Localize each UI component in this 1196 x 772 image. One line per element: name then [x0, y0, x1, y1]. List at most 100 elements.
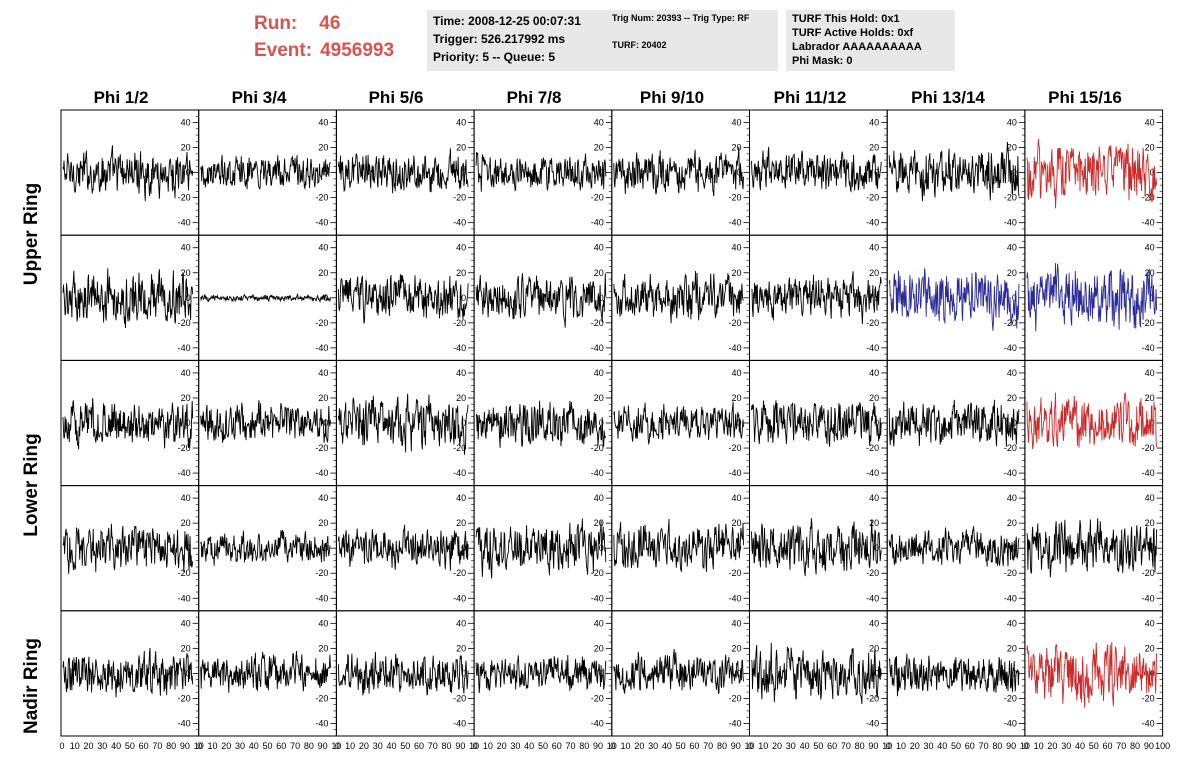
y-tick-label-r1-c3: 40: [594, 243, 604, 253]
time-line: Time: 2008-12-25 00:07:31: [433, 14, 581, 28]
y-tick-label-r2-c5: 20: [869, 393, 879, 403]
waveform-trace-r4-c0: [62, 647, 194, 698]
trigger-line: Trigger: 526.217992 ms: [433, 32, 566, 46]
y-tick-label-r3-c1: -20: [315, 568, 328, 578]
x-tick-label-c7: 20: [1047, 741, 1057, 751]
waveform-trace-r3-c5: [751, 518, 882, 577]
y-tick-label-r3-c3: -40: [591, 593, 604, 603]
y-tick-label-r2-c2: 40: [456, 368, 466, 378]
waveform-trace-r2-c2: [337, 393, 469, 455]
waveform-trace-r0-c4: [613, 146, 744, 197]
y-tick-label-r4-c5: 40: [869, 618, 879, 628]
run-label: Run:: [254, 13, 298, 34]
y-tick-label-r4-c4: 40: [731, 618, 741, 628]
waveform-trace-r0-c0: [62, 145, 194, 202]
turf-info-box: TURF This Hold: 0x1 TURF Active Holds: 0…: [786, 10, 955, 71]
waveform-trace-r1-c7: [1026, 263, 1158, 332]
y-tick-label-r3-c6: -40: [1004, 593, 1017, 603]
x-tick-label-c5: 10: [758, 741, 768, 751]
y-tick-label-r4-c6: 40: [1007, 618, 1017, 628]
y-tick-label-r2-c3: -20: [591, 443, 604, 453]
y-tick-label-r1-c2: 40: [456, 243, 466, 253]
y-tick-label-r4-c6: -20: [1004, 693, 1017, 703]
waveform-trace-r4-c4: [613, 649, 744, 695]
x-tick-label-c1: 70: [290, 741, 300, 751]
y-tick-label-r4-c5: 0: [874, 668, 879, 678]
y-tick-label-r1-c5: 40: [869, 243, 879, 253]
y-tick-label-r0-c2: -40: [453, 218, 466, 228]
labrador-line: Labrador AAAAAAAAAA: [792, 41, 922, 53]
waveform-trace-r2-c1: [200, 400, 331, 444]
y-tick-label-r4-c6: 20: [1007, 643, 1017, 653]
y-tick-label-r4-c6: -40: [1004, 718, 1017, 728]
y-tick-label-r2-c0: -20: [178, 443, 191, 453]
y-tick-label-r3-c7: -40: [1142, 593, 1155, 603]
waveform-trace-r2-c5: [751, 400, 882, 447]
y-tick-label-r0-c2: 20: [456, 143, 466, 153]
y-tick-label-r3-c4: -40: [728, 593, 741, 603]
y-tick-label-r1-c1: 40: [318, 243, 328, 253]
column-header-phi-5-6: Phi 5/6: [368, 88, 424, 107]
waveform-trace-r4-c7: [1026, 642, 1158, 708]
event-row: Event: 4956993: [254, 37, 394, 64]
waveform-trace-r1-c2: [337, 274, 469, 324]
y-tick-label-r2-c2: -20: [453, 443, 466, 453]
x-tick-label-c3: 90: [593, 741, 603, 751]
x-tick-label-c6: 80: [992, 741, 1002, 751]
y-tick-label-r1-c7: 40: [1145, 243, 1155, 253]
y-tick-label-r2-c6: 20: [1007, 393, 1017, 403]
y-tick-label-r1-c3: 20: [594, 268, 604, 278]
x-tick-label-c6: 30: [924, 741, 934, 751]
y-tick-label-r0-c7: -40: [1142, 218, 1155, 228]
x-tick-label-c0: 90: [180, 741, 190, 751]
x-tick-label-c5: 20: [772, 741, 782, 751]
y-tick-label-r1-c1: -40: [315, 343, 328, 353]
waveform-trace-r3-c6: [888, 526, 1020, 567]
y-tick-label-r3-c3: 20: [594, 518, 604, 528]
x-tick-label-c1: 10: [331, 741, 341, 751]
y-tick-label-r4-c3: -20: [591, 693, 604, 703]
y-tick-label-r0-c0: -40: [178, 218, 191, 228]
y-tick-label-r2-c2: -40: [453, 468, 466, 478]
waveform-trace-r0-c6: [888, 141, 1020, 202]
waveform-trace-r3-c0: [62, 523, 194, 574]
y-tick-label-r3-c4: -20: [728, 568, 741, 578]
y-tick-label-r4-c4: 0: [736, 668, 741, 678]
event-value: 4956993: [320, 40, 395, 61]
y-tick-label-r0-c1: -40: [315, 218, 328, 228]
y-tick-label-r2-c1: -20: [315, 443, 328, 453]
y-tick-label-r1-c6: 0: [1012, 293, 1017, 303]
x-tick-label-c4: 30: [648, 741, 658, 751]
y-tick-label-r2-c4: -20: [728, 443, 741, 453]
waveform-trace-r1-c4: [613, 270, 744, 324]
y-tick-label-r1-c2: 0: [461, 293, 466, 303]
x-tick-label-c5: 30: [786, 741, 796, 751]
y-tick-label-r0-c6: 40: [1007, 118, 1017, 128]
y-tick-label-r0-c7: 20: [1145, 143, 1155, 153]
column-header-phi-13-14: Phi 13/14: [911, 88, 985, 107]
y-tick-label-r0-c0: 20: [181, 143, 191, 153]
waveform-trace-r3-c2: [337, 524, 469, 571]
x-tick-label-c2: 0: [335, 741, 340, 751]
y-tick-label-r2-c5: -20: [866, 443, 879, 453]
x-tick-label-c4: 10: [621, 741, 631, 751]
x-tick-label-c7: 100: [1155, 741, 1170, 751]
x-tick-label-c6: 90: [1006, 741, 1016, 751]
x-tick-label-c0: 50: [125, 741, 135, 751]
y-tick-label-r1-c0: -40: [178, 343, 191, 353]
y-tick-label-r0-c5: -40: [866, 218, 879, 228]
y-tick-label-r4-c7: -20: [1142, 693, 1155, 703]
x-tick-label-c7: 10: [1034, 741, 1044, 751]
y-tick-label-r4-c0: -20: [178, 693, 191, 703]
x-tick-label-c4: 40: [662, 741, 672, 751]
y-tick-label-r0-c1: -20: [315, 193, 328, 203]
y-tick-label-r2-c6: 40: [1007, 368, 1017, 378]
y-tick-label-r0-c0: 0: [186, 168, 191, 178]
y-tick-label-r4-c5: 20: [869, 643, 879, 653]
y-tick-label-r1-c2: 20: [456, 268, 466, 278]
x-tick-label-c4: 70: [703, 741, 713, 751]
y-tick-label-r2-c6: -20: [1004, 443, 1017, 453]
y-tick-label-r0-c6: 20: [1007, 143, 1017, 153]
y-tick-label-r2-c3: 0: [599, 418, 604, 428]
y-tick-label-r0-c3: -40: [591, 218, 604, 228]
